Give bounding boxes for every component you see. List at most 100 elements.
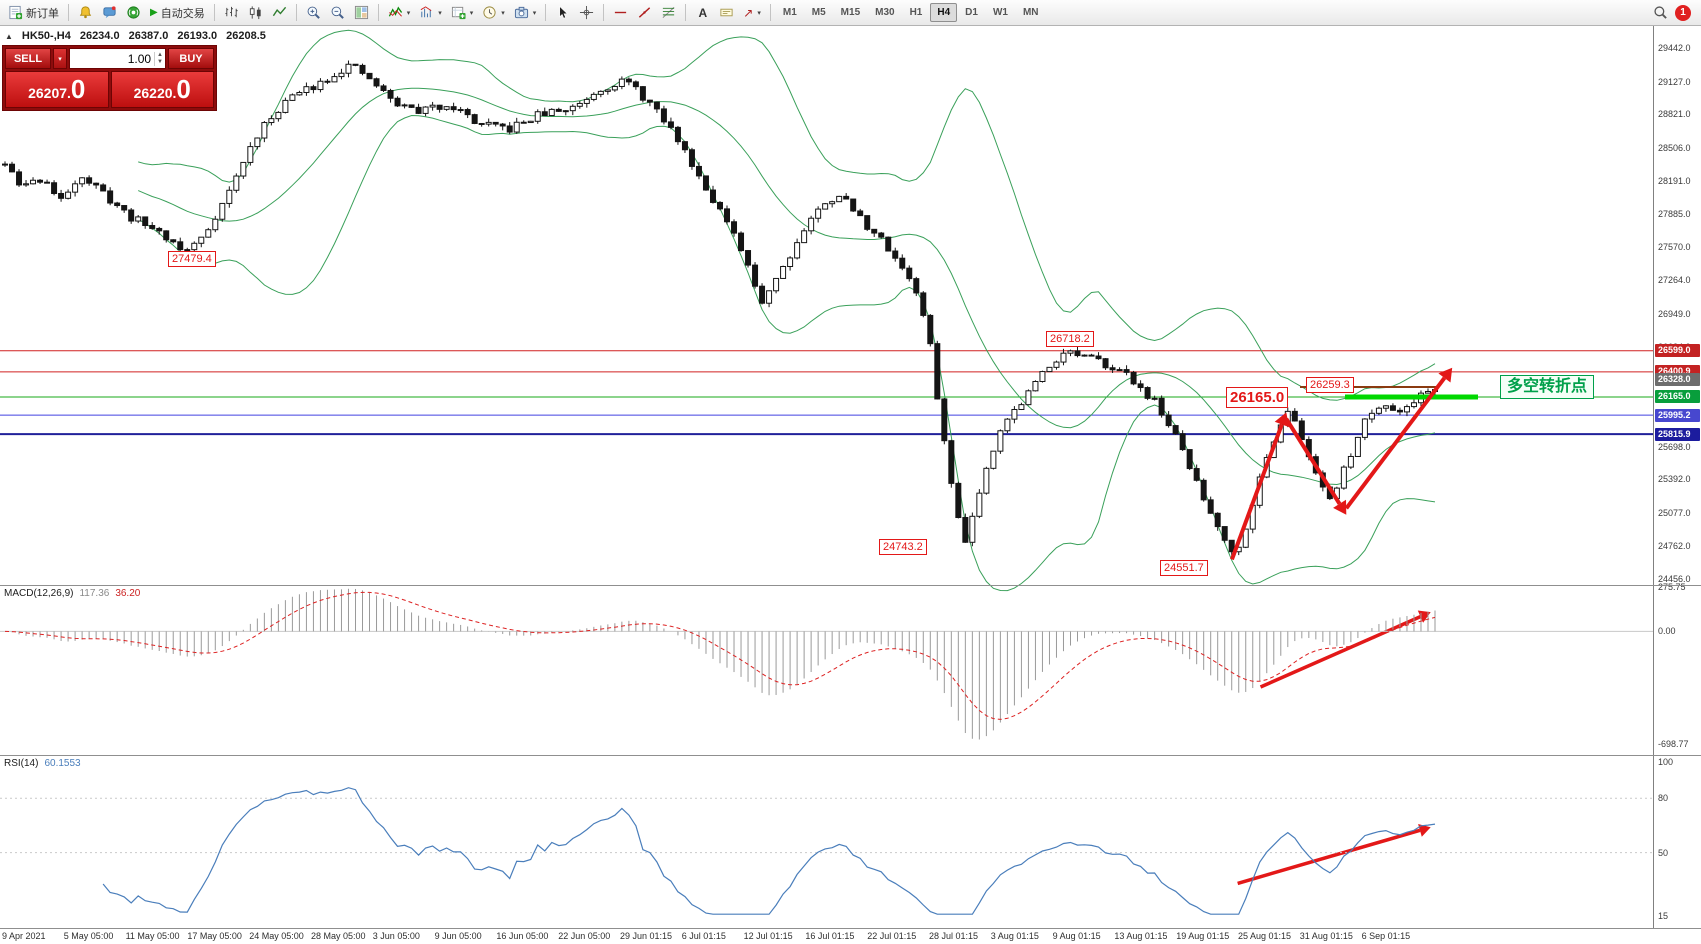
price-axis-tick: 29127.0	[1658, 76, 1691, 87]
time-axis-label: 6 Jul 01:15	[681, 931, 726, 941]
time-axis-label: 5 May 05:00	[63, 931, 114, 941]
sell-button[interactable]: SELL	[5, 48, 51, 69]
text-tool-icon: A	[698, 5, 708, 20]
fibonacci-tool-button[interactable]	[657, 2, 680, 23]
rsi-levels	[0, 797, 1653, 854]
arrows-tool-button[interactable]: ↗ ▾	[739, 2, 765, 23]
volume-down-icon[interactable]: ▼	[157, 58, 163, 65]
autotrading-label: 自动交易	[160, 7, 205, 20]
horizontal-lines	[0, 350, 1653, 436]
messages-button[interactable]	[98, 2, 121, 23]
notification-badge[interactable]: 1	[1675, 4, 1691, 21]
time-axis-label: 9 Aug 01:15	[1052, 931, 1101, 941]
price-axis-tick: 24456.0	[1658, 574, 1691, 584]
indicator-windows-button[interactable]: ▾	[415, 2, 446, 23]
timeframe-mn[interactable]: MN	[1016, 3, 1046, 22]
timeframe-d1[interactable]: D1	[958, 3, 985, 22]
buy-price[interactable]: 26220. 0	[110, 71, 214, 108]
timeframe-w1[interactable]: W1	[986, 3, 1015, 22]
panel-separator[interactable]	[0, 585, 1701, 586]
price-axis-tick: 29442.0	[1658, 43, 1691, 53]
time-axis-label: 16 Jul 01:15	[805, 931, 855, 941]
hline-tool-button[interactable]	[609, 2, 632, 23]
timeframe-m1[interactable]: M1	[776, 3, 804, 22]
volume-input[interactable]	[70, 51, 155, 66]
symbol-name: HK50-,H4	[21, 30, 71, 42]
new-order-button[interactable]: 新订单	[4, 2, 63, 23]
periods-button[interactable]: ▾	[478, 2, 509, 23]
toolbar-separator	[545, 4, 547, 21]
toolbar-separator	[295, 4, 297, 21]
sell-price[interactable]: 26207. 0	[5, 71, 109, 108]
time-axis-label: 3 Aug 01:15	[990, 931, 1039, 941]
cursor-icon	[555, 5, 570, 20]
search-icon	[1653, 5, 1668, 20]
broadcast-icon	[126, 5, 141, 20]
time-axis-label: 22 Jul 01:15	[867, 931, 917, 941]
macd-signal-value: 36.20	[115, 588, 141, 599]
toolbar-separator	[769, 4, 771, 21]
one-click-trading-panel: SELL ▾ ▲ ▼ BUY 26207.0 26220.0	[2, 45, 217, 111]
panel-separator	[0, 928, 1701, 929]
indicators-button[interactable]: ▾	[384, 2, 415, 23]
toolbar-separator	[377, 4, 379, 21]
buy-price-main: 26220.	[133, 85, 177, 101]
macd-signal-line	[4, 591, 1436, 720]
collapse-trade-panel-icon[interactable]: ▲	[5, 31, 13, 41]
timeframe-m5[interactable]: M5	[805, 3, 833, 22]
ohlc-high: 26387.0	[128, 30, 169, 42]
price-axis-tick: 28191.0	[1658, 176, 1691, 187]
time-axis-label: 31 Aug 01:15	[1299, 931, 1353, 941]
macd-axis-tick: 275.75	[1658, 582, 1686, 592]
zoom-out-button[interactable]	[326, 2, 349, 23]
toolbar-separator	[603, 4, 605, 21]
timeframe-h4[interactable]: H4	[930, 3, 958, 22]
timeframe-m15[interactable]: M15	[834, 3, 867, 22]
time-axis-label: 22 Jun 05:00	[558, 931, 611, 941]
time-axis-label: 16 Jun 05:00	[496, 931, 549, 941]
trendline-icon	[637, 5, 652, 20]
crosshair-button[interactable]	[575, 2, 598, 23]
search-button[interactable]	[1649, 2, 1672, 23]
arrow-shape-icon: ↗	[743, 5, 754, 20]
chart-line-button[interactable]	[268, 2, 291, 23]
price-axis-tick: 25077.0	[1658, 507, 1691, 518]
timeframe-h1[interactable]: H1	[903, 3, 930, 22]
add-chart-button[interactable]: ▾	[447, 2, 478, 23]
macd-axis-tick: -698.77	[1658, 739, 1689, 749]
rsi-value: 60.1553	[44, 758, 81, 769]
zoom-in-button[interactable]	[302, 2, 325, 23]
chart-bars-button[interactable]	[220, 2, 243, 23]
trendline-tool-button[interactable]	[633, 2, 656, 23]
price-tag: 26328.0	[1655, 373, 1700, 387]
text-tool-button[interactable]: A	[691, 2, 714, 23]
ohlc-low: 26193.0	[177, 30, 218, 42]
main-toolbar: 新订单 ▶ 自动交易 ▾ ▾ ▾ ▾ ▾ A ↗ ▾	[0, 0, 1701, 26]
alerts-button[interactable]	[74, 2, 97, 23]
cursor-button[interactable]	[551, 2, 574, 23]
indicator-window-icon	[419, 5, 434, 20]
tile-windows-button[interactable]	[350, 2, 373, 23]
time-axis-label: 13 Aug 01:15	[1114, 931, 1168, 941]
camera-icon	[514, 5, 529, 20]
time-axis-label: 3 Jun 05:00	[372, 931, 420, 941]
time-axis[interactable]: 9 Apr 2021 5 May 05:00 11 May 05:00 17 May …	[0, 929, 1701, 944]
order-type-dropdown[interactable]: ▾	[53, 48, 67, 69]
annotation-arrows	[1230, 367, 1453, 886]
volume-up-icon[interactable]: ▲	[157, 51, 163, 58]
snapshot-button[interactable]: ▾	[510, 2, 541, 23]
clock-icon	[482, 5, 497, 20]
autotrading-button[interactable]: ▶ 自动交易	[146, 2, 209, 23]
broadcast-button[interactable]	[122, 2, 145, 23]
dropdown-caret-icon: ▾	[438, 9, 442, 17]
timeframe-m30[interactable]: M30	[868, 3, 901, 22]
label-tool-button[interactable]	[715, 2, 738, 23]
chart-canvas[interactable]	[0, 0, 1653, 944]
new-order-icon	[8, 5, 23, 20]
toolbar-separator	[685, 4, 687, 21]
price-axis[interactable]: 29442.0 29127.0 28821.0 28506.0 28191.0 27885…	[1653, 26, 1701, 929]
chart-candles-button[interactable]	[244, 2, 267, 23]
volume-field: ▲ ▼	[69, 48, 166, 69]
panel-separator[interactable]	[0, 755, 1701, 756]
buy-button[interactable]: BUY	[168, 48, 214, 69]
